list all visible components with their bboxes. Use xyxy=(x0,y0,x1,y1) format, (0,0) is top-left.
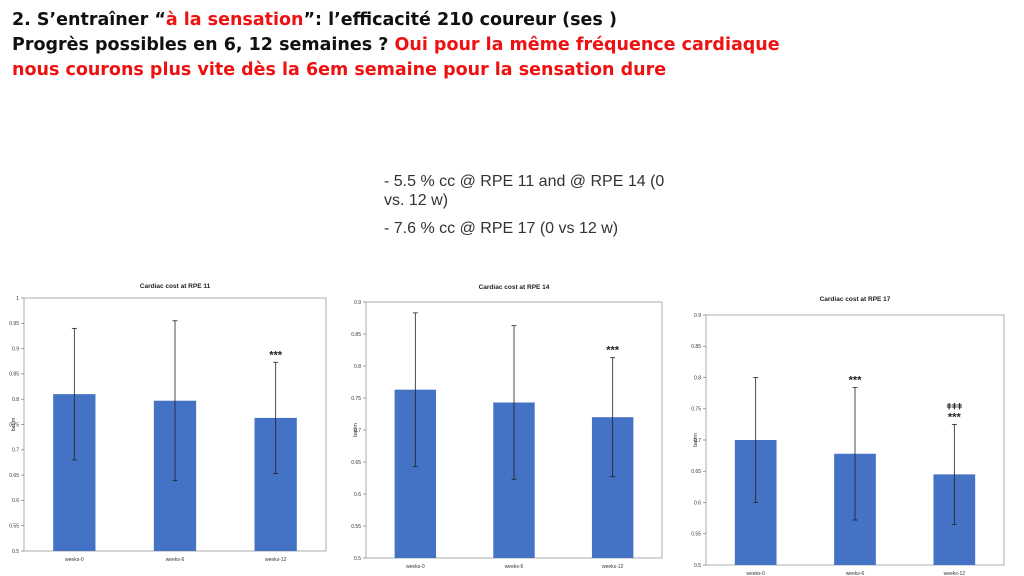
y-tick-label: 0.95 xyxy=(9,321,19,327)
title-line-2: Progrès possibles en 6, 12 semaines ? Ou… xyxy=(12,33,1012,58)
result-notes: - 5.5 % cc @ RPE 11 and @ RPE 14 (0 vs. … xyxy=(384,172,684,247)
y-tick-label: 0.6 xyxy=(12,498,19,504)
y-axis-label: bat/m xyxy=(693,433,699,447)
chart-rpe-17: Cardiac cost at RPE 17 0.5 0.55 0.6 0.65 0.7 0… xyxy=(682,292,1010,576)
note-item: - 5.5 % cc @ RPE 11 and @ RPE 14 (0 vs. … xyxy=(384,173,665,209)
y-tick-label: 0.7 xyxy=(12,448,19,454)
y-tick-label: 0.65 xyxy=(691,469,701,475)
y-tick-label: 0.9 xyxy=(12,346,19,352)
y-tick-label: 0.5 xyxy=(694,563,701,569)
chart-rpe-11: Cardiac cost at RPE 11 0.5 0.55 0.6 0.65 0.7 0… xyxy=(8,278,334,573)
chart-rpe-11-svg: Cardiac cost at RPE 11 0.5 0.55 0.6 0.65 0.7 0… xyxy=(9,283,327,563)
note-item: - 7.6 % cc @ RPE 17 (0 vs 12 w) xyxy=(384,220,619,237)
chart-title: Cardiac cost at RPE 17 xyxy=(820,296,891,303)
y-tick-label: 0.8 xyxy=(12,397,19,403)
y-tick-label: 0.55 xyxy=(691,532,701,538)
chart-rpe-14-svg: Cardiac cost at RPE 14 0.5 0.55 0.6 0.65 0.7 0… xyxy=(351,284,663,570)
y-tick-label: 0.7 xyxy=(694,438,701,444)
y-tick-label: 0.5 xyxy=(12,549,19,555)
y-tick-label: 0.9 xyxy=(694,313,701,319)
slide-title: 2. S’entraîner “à la sensation”: l’effic… xyxy=(12,8,1012,83)
y-tick-label: 0.7 xyxy=(354,428,361,434)
title-line-1-start: 2. S’entraîner “ xyxy=(12,10,166,30)
y-tick-label: 0.85 xyxy=(9,372,19,378)
x-tick-label: weeks-6 xyxy=(166,557,185,563)
y-tick-label: 0.65 xyxy=(351,460,361,466)
y-tick-label: 0.6 xyxy=(354,492,361,498)
y-tick-label: 0.55 xyxy=(351,524,361,530)
y-tick-label: 0.75 xyxy=(9,422,19,428)
y-axis-label: bat/m xyxy=(11,417,17,431)
chart-title: Cardiac cost at RPE 11 xyxy=(140,283,211,290)
y-tick-label: 0.75 xyxy=(351,396,361,402)
x-tick-label: weeks-12 xyxy=(265,557,287,563)
title-line-1-end: ”: l’efficacité 210 coureur (ses ) xyxy=(303,10,617,30)
y-tick-label: 0.6 xyxy=(694,500,701,506)
x-tick-label: weeks-12 xyxy=(602,564,624,570)
y-tick-label: 0.85 xyxy=(351,332,361,338)
significance-label: *** xyxy=(269,349,283,361)
title-line-2-answer: Oui pour la même fréquence cardiaque xyxy=(394,35,780,55)
y-tick-label: 0.65 xyxy=(9,473,19,479)
x-tick-label: weeks-0 xyxy=(746,571,765,576)
title-line-3: nous courons plus vite dès la 6em semain… xyxy=(12,60,667,80)
y-tick-label: 0.85 xyxy=(691,344,701,350)
y-tick-label: 0.75 xyxy=(691,407,701,413)
y-tick-label: 1 xyxy=(16,296,19,302)
x-tick-label: weeks-6 xyxy=(505,564,524,570)
x-tick-label: weeks-6 xyxy=(846,571,865,576)
y-tick-label: 0.8 xyxy=(694,375,701,381)
significance-label: *** xyxy=(849,375,863,387)
y-tick-label: 0.8 xyxy=(354,364,361,370)
y-tick-label: 0.9 xyxy=(354,300,361,306)
title-line-1-highlight: à la sensation xyxy=(165,10,304,30)
x-tick-label: weeks-0 xyxy=(406,564,425,570)
significance-label-secondary: ǂǂǂ xyxy=(946,401,962,411)
y-tick-label: 0.5 xyxy=(354,556,361,562)
chart-rpe-17-svg: Cardiac cost at RPE 17 0.5 0.55 0.6 0.65 0.7 0… xyxy=(691,296,1005,576)
y-tick-label: 0.55 xyxy=(9,524,19,530)
chart-title: Cardiac cost at RPE 14 xyxy=(479,284,550,291)
x-tick-label: weeks-0 xyxy=(65,557,84,563)
x-tick-label: weeks-12 xyxy=(944,571,966,576)
significance-label: *** xyxy=(606,345,620,357)
title-line-2-question: Progrès possibles en 6, 12 semaines ? xyxy=(12,35,395,55)
title-line-1: 2. S’entraîner “à la sensation”: l’effic… xyxy=(12,8,1012,33)
chart-rpe-14: Cardiac cost at RPE 14 0.5 0.55 0.6 0.65 0.7 0… xyxy=(344,280,670,572)
significance-label: *** xyxy=(948,411,962,423)
y-axis-label: bat/m xyxy=(353,423,359,437)
